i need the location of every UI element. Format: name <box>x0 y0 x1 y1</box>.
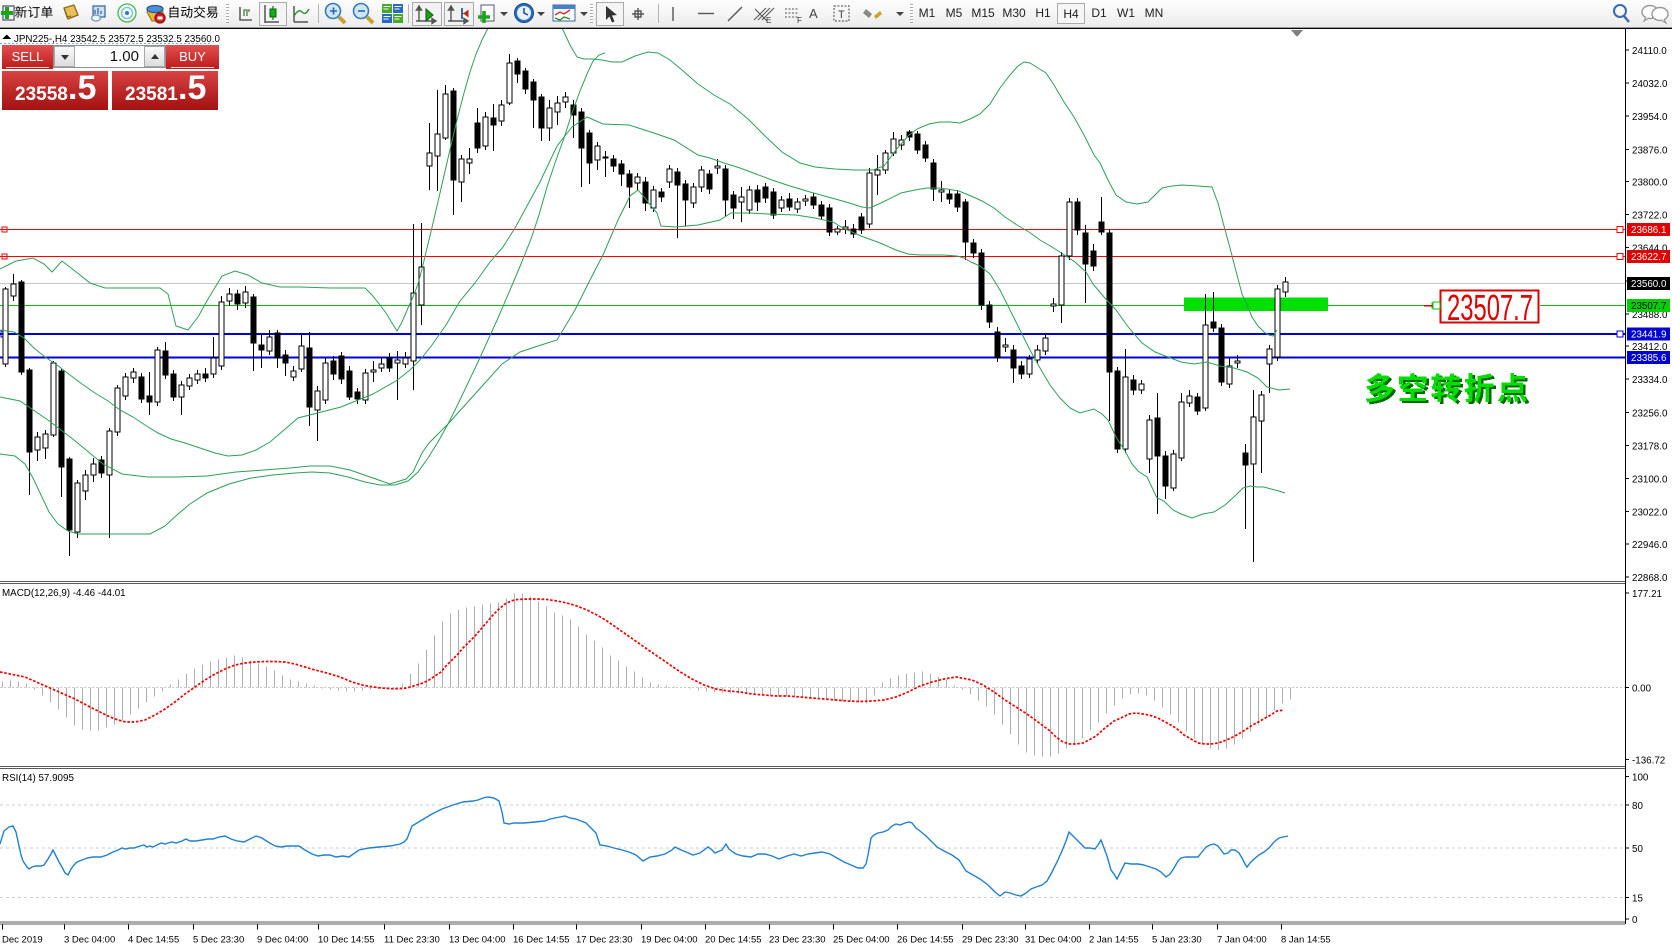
svg-text:23507.7: 23507.7 <box>1447 287 1533 328</box>
svg-text:31 Dec 04:00: 31 Dec 04:00 <box>1025 935 1082 946</box>
svg-text:10 Dec 14:55: 10 Dec 14:55 <box>318 935 375 946</box>
svg-text:5 Dec 23:30: 5 Dec 23:30 <box>193 935 244 946</box>
svg-text:A: A <box>809 6 818 21</box>
svg-text:23800.0: 23800.0 <box>1632 178 1668 189</box>
svg-text:100: 100 <box>1632 772 1649 783</box>
svg-text:T: T <box>838 9 845 21</box>
svg-text:24110.0: 24110.0 <box>1632 46 1667 57</box>
svg-text:13 Dec 04:00: 13 Dec 04:00 <box>449 935 506 946</box>
svg-text:23686.1: 23686.1 <box>1631 225 1666 236</box>
svg-text:E: E <box>766 16 771 25</box>
svg-text:9 Dec 04:00: 9 Dec 04:00 <box>257 935 308 946</box>
svg-text:MACD(12,26,9) -4.46 -44.01: MACD(12,26,9) -4.46 -44.01 <box>2 588 126 599</box>
svg-text:177.21: 177.21 <box>1632 589 1662 600</box>
svg-text:JPN225-,H4 23542.5 23572.5 23: JPN225-,H4 23542.5 23572.5 23532.5 23560… <box>14 34 220 45</box>
svg-text:23876.0: 23876.0 <box>1632 145 1668 156</box>
svg-text:20 Dec 14:55: 20 Dec 14:55 <box>705 935 762 946</box>
svg-text:23507.7: 23507.7 <box>1631 301 1666 312</box>
svg-text:23722.0: 23722.0 <box>1632 211 1668 222</box>
svg-text:11 Dec 23:30: 11 Dec 23:30 <box>384 935 440 946</box>
svg-text:17 Dec 23:30: 17 Dec 23:30 <box>576 935 633 946</box>
svg-text:-136.72: -136.72 <box>1632 756 1665 767</box>
svg-text:23954.0: 23954.0 <box>1632 112 1668 123</box>
svg-text:8 Jan 14:55: 8 Jan 14:55 <box>1281 935 1331 946</box>
svg-text:23488.0: 23488.0 <box>1632 310 1668 321</box>
svg-text:19 Dec 04:00: 19 Dec 04:00 <box>641 935 698 946</box>
svg-text:23 Dec 23:30: 23 Dec 23:30 <box>769 935 826 946</box>
svg-text:15: 15 <box>1632 894 1643 905</box>
svg-text:F: F <box>797 16 802 25</box>
svg-text:24032.0: 24032.0 <box>1632 79 1668 90</box>
svg-text:2 Jan 14:55: 2 Jan 14:55 <box>1089 935 1139 946</box>
svg-text:22946.0: 22946.0 <box>1632 540 1668 551</box>
svg-text:25 Dec 04:00: 25 Dec 04:00 <box>833 935 890 946</box>
svg-text:23560.0: 23560.0 <box>1631 279 1667 290</box>
svg-text:4 Dec 14:55: 4 Dec 14:55 <box>128 935 179 946</box>
svg-text:22868.0: 22868.0 <box>1632 573 1668 584</box>
svg-text:29 Dec 23:30: 29 Dec 23:30 <box>962 935 1019 946</box>
svg-text:23644.0: 23644.0 <box>1632 244 1668 255</box>
svg-text:80: 80 <box>1632 801 1643 812</box>
svg-text:7 Jan 04:00: 7 Jan 04:00 <box>1217 935 1267 946</box>
svg-text:RSI(14) 57.9095: RSI(14) 57.9095 <box>2 773 74 784</box>
svg-text:50: 50 <box>1632 844 1643 855</box>
svg-text:23385.6: 23385.6 <box>1631 353 1667 364</box>
svg-text:23334.0: 23334.0 <box>1632 375 1668 386</box>
svg-text:23256.0: 23256.0 <box>1632 408 1668 419</box>
svg-text:23441.9: 23441.9 <box>1631 330 1666 341</box>
svg-text:23412.0: 23412.0 <box>1632 342 1668 353</box>
svg-text:16 Dec 14:55: 16 Dec 14:55 <box>513 935 570 946</box>
svg-text:3 Dec 04:00: 3 Dec 04:00 <box>64 935 115 946</box>
svg-text:Dec 2019: Dec 2019 <box>2 935 43 946</box>
svg-text:23100.0: 23100.0 <box>1632 475 1668 486</box>
svg-text:0.00: 0.00 <box>1632 684 1652 695</box>
svg-text:23022.0: 23022.0 <box>1632 508 1668 519</box>
svg-text:5 Jan 23:30: 5 Jan 23:30 <box>1152 935 1202 946</box>
svg-text:23178.0: 23178.0 <box>1632 441 1668 452</box>
svg-text:23622.7: 23622.7 <box>1631 252 1666 263</box>
svg-text:26 Dec 14:55: 26 Dec 14:55 <box>897 935 954 946</box>
svg-text:0: 0 <box>1632 915 1638 926</box>
